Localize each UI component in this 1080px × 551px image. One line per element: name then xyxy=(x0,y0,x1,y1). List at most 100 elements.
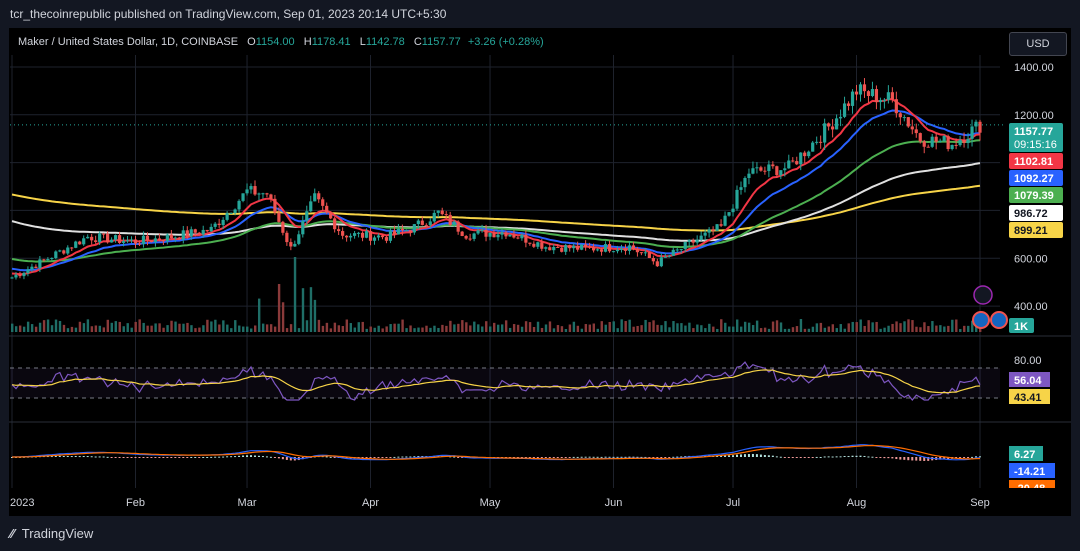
volume-bar xyxy=(445,325,448,332)
volume-bar xyxy=(668,327,671,332)
macd-histogram-bar xyxy=(46,456,49,458)
candle-body xyxy=(201,229,205,235)
volume-bar xyxy=(496,324,500,332)
macd-histogram-bar xyxy=(943,457,946,460)
price-tick-label: 1200.00 xyxy=(1014,110,1054,122)
ema-green-line xyxy=(11,139,981,263)
candle-body xyxy=(484,229,488,237)
candle-body xyxy=(719,224,723,226)
candle-body xyxy=(591,247,596,251)
volume-bar xyxy=(174,321,177,332)
candle-body xyxy=(213,223,217,227)
macd-histogram-bar xyxy=(345,457,348,459)
candle-body xyxy=(874,89,879,103)
volume-bar xyxy=(863,325,866,332)
macd-histogram-bar xyxy=(624,456,627,458)
volume-bar xyxy=(230,328,233,332)
volume-bar xyxy=(449,320,452,332)
candle-body xyxy=(30,266,34,270)
currency-button[interactable]: USD xyxy=(1009,32,1067,56)
candle-body xyxy=(293,243,297,247)
macd-histogram-bar xyxy=(779,456,782,458)
macd-histogram-bar xyxy=(971,456,974,458)
candle-body xyxy=(803,152,807,157)
volume-bar xyxy=(465,322,468,332)
volume-bar xyxy=(357,322,360,332)
volume-bar xyxy=(26,321,30,332)
candle-body xyxy=(193,229,197,233)
volume-bar xyxy=(759,328,763,332)
volume-bar xyxy=(301,288,305,332)
chart-panel[interactable] xyxy=(9,28,1071,516)
volume-bar xyxy=(580,328,584,332)
macd-histogram-bar xyxy=(90,456,93,458)
macd-histogram-bar xyxy=(74,455,77,457)
volume-bar xyxy=(943,326,946,332)
macd-histogram-bar xyxy=(78,456,81,458)
high-label: H xyxy=(303,36,312,48)
volume-bar xyxy=(672,321,675,332)
macd-histogram-bar xyxy=(672,456,675,458)
macd-histogram-bar xyxy=(620,456,623,458)
volume-bar xyxy=(903,321,906,332)
macd-value: -14.21 xyxy=(1014,466,1045,478)
macd-histogram-bar xyxy=(755,454,758,457)
change-value: +3.26 (+0.28%) xyxy=(467,36,544,48)
macd-histogram-bar xyxy=(967,457,970,458)
candle-body xyxy=(930,136,934,147)
volume-bar xyxy=(238,325,241,332)
candle-body xyxy=(627,245,632,251)
candle-body xyxy=(970,126,974,139)
macd-histogram-bar xyxy=(106,456,109,458)
time-tick-label: Feb xyxy=(126,497,145,509)
volume-bar xyxy=(608,321,611,332)
macd-histogram-bar xyxy=(190,456,193,458)
macd-histogram-bar xyxy=(250,455,253,457)
candle-body xyxy=(360,232,365,238)
volume-bar xyxy=(620,319,623,332)
macd-histogram-bar xyxy=(899,457,902,460)
candle-body xyxy=(743,178,747,188)
candle-body xyxy=(671,249,675,256)
macd-histogram-bar xyxy=(656,457,659,458)
macd-histogram-bar xyxy=(963,457,966,458)
volume-bar xyxy=(194,328,197,332)
volume-bar xyxy=(349,323,353,332)
candle-body xyxy=(185,230,189,237)
volume-bar xyxy=(791,327,795,332)
candle-body xyxy=(305,211,309,221)
candle-body xyxy=(858,84,863,95)
volume-bar xyxy=(963,325,966,332)
volume-bar xyxy=(504,320,508,332)
candle-body xyxy=(444,214,448,216)
volume-bar xyxy=(457,323,460,332)
series-badge-value: 1102.81 xyxy=(1014,156,1053,168)
volume-bar xyxy=(604,324,607,332)
symbol-name: Maker / United States Dollar, 1D, COINBA… xyxy=(18,36,239,48)
volume-bar xyxy=(425,325,428,332)
volume-bar xyxy=(58,320,62,332)
volume-bar xyxy=(568,324,572,332)
volume-bar xyxy=(628,319,631,332)
macd-histogram-bar xyxy=(166,457,169,458)
candle-body xyxy=(420,220,424,225)
volume-bar xyxy=(528,322,532,332)
macd-histogram-bar xyxy=(604,456,607,458)
macd-histogram-bar xyxy=(739,454,742,457)
macd-histogram-bar xyxy=(70,456,73,458)
close-label: C xyxy=(413,36,422,48)
macd-histogram-bar xyxy=(831,456,834,458)
rsi-ma-badge xyxy=(1009,389,1050,404)
macd-histogram-bar xyxy=(783,457,786,458)
candle-body xyxy=(90,236,94,241)
volume-bar xyxy=(536,321,540,332)
macd-histogram-bar xyxy=(210,456,213,458)
volume-bar xyxy=(106,319,110,332)
macd-histogram-bar xyxy=(186,457,189,458)
volume-bar xyxy=(409,325,412,332)
volume-bar xyxy=(939,325,942,332)
candle-body xyxy=(70,247,74,249)
candle-body xyxy=(544,247,548,249)
volume-bar xyxy=(516,324,520,332)
macd-histogram-bar xyxy=(923,457,926,461)
